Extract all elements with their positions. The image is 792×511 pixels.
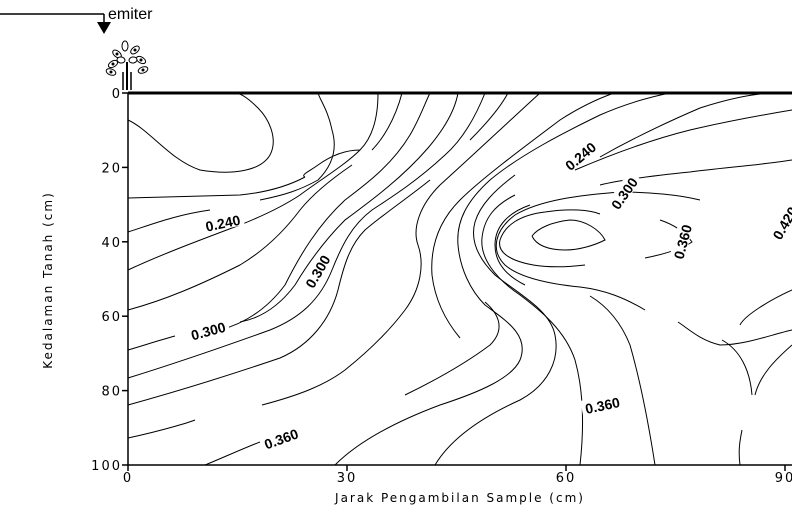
contour-line: [127, 92, 379, 271]
y-tick-label: 20: [101, 161, 122, 176]
emitter-marker: emiter: [0, 6, 153, 34]
y-tick-label: 60: [101, 310, 122, 325]
contour-line: [127, 92, 486, 379]
contour-line: [204, 92, 615, 466]
x-tick-label: 0: [123, 471, 133, 486]
contour-line: [219, 92, 431, 331]
x-axis: 0 30 60 90: [123, 465, 792, 486]
contour-line: [127, 92, 403, 311]
contour-line: [721, 339, 792, 466]
contour-line: [127, 149, 361, 199]
contour-label-text: 0.360: [262, 425, 301, 452]
contour-label-text: 0.240: [204, 212, 242, 235]
contour-label-text: 0.420: [769, 204, 792, 243]
contour-line: [739, 289, 792, 326]
contour-label: 0.240: [558, 135, 601, 175]
emitter-label: emiter: [108, 6, 153, 23]
x-tick-label: 90: [775, 471, 792, 486]
contour-line: [127, 92, 274, 173]
contour-label: 0.420: [766, 200, 792, 245]
y-axis: 0 20 40 60 80 100: [91, 87, 128, 474]
contour-labels: 0.2400.2400.3000.3000.3000.3600.3600.360…: [185, 135, 792, 452]
contour-line: [334, 92, 671, 466]
y-tick-label: 0: [112, 87, 122, 102]
contour-label: 0.360: [258, 423, 304, 452]
contour-label-text: 0.300: [302, 252, 333, 291]
contour-line: [494, 159, 792, 466]
contour-label: 0.300: [185, 316, 231, 344]
contour-line: [127, 92, 335, 233]
plot-frame: [127, 91, 792, 466]
contour-label: 0.240: [200, 210, 245, 235]
contour-label: 0.300: [299, 248, 334, 293]
y-axis-title: Kedalaman Tanah (cm): [41, 191, 55, 369]
contour-label: 0.360: [580, 392, 625, 417]
plant-icon: [105, 40, 149, 90]
x-tick-label: 60: [556, 471, 577, 486]
contour-line: [127, 92, 541, 439]
y-tick-label: 100: [91, 459, 122, 474]
contour-line: [495, 191, 792, 346]
arrow-down-icon: [97, 22, 111, 34]
y-tick-label: 80: [101, 385, 122, 400]
contour-line: [481, 109, 792, 466]
contour-line: [499, 209, 693, 268]
x-axis-title: Jarak Pengambilan Sample (cm): [334, 491, 585, 505]
x-tick-label: 30: [337, 471, 358, 486]
contour-line: [127, 92, 509, 406]
contour-line: [127, 92, 459, 351]
contour-label-text: 0.360: [584, 394, 622, 417]
contour-lines: [127, 92, 792, 466]
y-tick-label: 40: [101, 236, 122, 251]
contour-line: [531, 219, 606, 251]
contour-label-text: 0.300: [189, 319, 227, 344]
